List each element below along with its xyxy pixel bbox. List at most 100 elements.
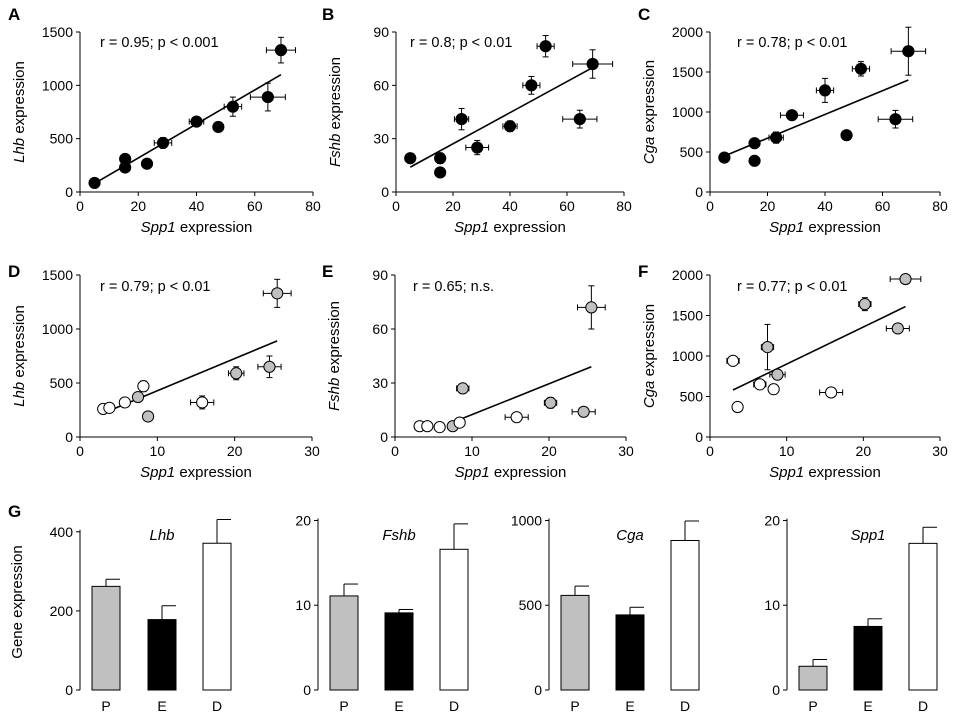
stat-annotation: r = 0.78; p < 0.01 — [737, 35, 847, 51]
bar-rect — [560, 594, 590, 691]
y-tick-label: 1500 — [42, 267, 73, 283]
data-point — [190, 395, 215, 410]
y-axis-label-suffix: expression — [641, 304, 658, 381]
panel-letter: B — [322, 5, 334, 24]
data-point — [434, 166, 447, 179]
bar-rect — [384, 612, 414, 691]
y-axis-label: Lhb expression — [11, 305, 28, 407]
x-axis-label-suffix: expression — [804, 219, 881, 236]
y-tick-label: 20 — [295, 512, 311, 528]
y-tick-label: 30 — [372, 375, 388, 391]
data-point — [731, 400, 744, 414]
y-axis-label-suffix: expression — [641, 60, 658, 137]
point-marker — [731, 400, 744, 414]
point-marker — [271, 287, 284, 300]
y-axis-label-suffix: expression — [11, 305, 28, 382]
category-label: E — [394, 698, 403, 714]
point-marker — [767, 383, 780, 396]
x-tick-label: 40 — [817, 198, 833, 214]
data-point — [889, 272, 922, 286]
point-marker — [510, 411, 523, 424]
y-tick-label: 20 — [764, 512, 780, 528]
point-marker — [718, 151, 731, 164]
x-axis-label: Spp1 expression — [455, 464, 567, 481]
regression-line — [409, 66, 594, 168]
data-point — [815, 77, 835, 103]
point-marker — [854, 62, 868, 75]
data-point — [131, 390, 145, 404]
x-axis-label: Spp1 expression — [141, 219, 253, 236]
point-marker — [455, 113, 468, 126]
data-point — [748, 154, 761, 167]
x-axis-label: Spp1 expression — [769, 464, 881, 481]
panel-letter: D — [8, 262, 20, 281]
category-label: P — [570, 698, 579, 714]
y-tick-label: 10 — [295, 597, 311, 613]
category-label: P — [339, 698, 348, 714]
y-tick-label: 2000 — [672, 24, 703, 40]
x-tick-label: 0 — [392, 198, 400, 214]
stat-annotation: r = 0.65; n.s. — [413, 279, 494, 295]
x-tick-label: 30 — [618, 443, 634, 459]
y-tick-label: 1500 — [42, 24, 73, 40]
y-tick-label: 500 — [519, 597, 543, 613]
point-marker — [899, 272, 912, 286]
y-tick-label: 90 — [372, 267, 388, 283]
bar-e: E — [384, 608, 414, 714]
data-point — [858, 297, 872, 312]
y-axis-label-suffix: expression — [326, 301, 343, 378]
panel-letter: C — [638, 5, 650, 24]
bar-panel-lhb: 0 200 400 Lhb P E D — [50, 519, 232, 714]
bar-chart-title: Cga — [616, 527, 644, 544]
y-axis-label-suffix: expression — [11, 61, 28, 138]
bar-chart-title: Fshb — [382, 527, 415, 544]
data-point — [877, 109, 914, 129]
category-label: P — [101, 698, 110, 714]
bar-d: D — [439, 523, 469, 714]
point-marker — [456, 382, 469, 395]
data-point — [536, 35, 555, 58]
bar-rect — [91, 585, 121, 691]
data-point — [257, 355, 282, 379]
point-marker — [818, 84, 832, 97]
data-point — [118, 396, 131, 409]
y-tick-label: 1500 — [672, 64, 703, 80]
y-tick-label: 0 — [65, 184, 73, 200]
x-tick-label: 80 — [305, 198, 321, 214]
y-tick-label: 500 — [680, 144, 704, 160]
x-tick-label: 20 — [227, 443, 243, 459]
y-axis-label: Fshb expression — [327, 57, 344, 167]
y-tick-label: 500 — [680, 389, 704, 405]
data-point — [779, 109, 804, 122]
bar-rect — [853, 625, 883, 691]
data-point — [404, 152, 417, 165]
bar-rect — [670, 539, 700, 691]
data-point — [103, 401, 116, 414]
x-tick-label: 20 — [445, 198, 461, 214]
bar-panel-fshb: 0 10 20 Fshb P E D — [295, 512, 469, 714]
data-point — [249, 82, 286, 112]
y-tick-label: 0 — [303, 682, 311, 698]
data-point — [223, 96, 243, 117]
data-point — [137, 380, 150, 393]
point-marker — [753, 378, 766, 391]
data-point — [465, 139, 490, 156]
panel-letter: G — [8, 502, 21, 521]
bar-e: E — [853, 618, 883, 714]
y-axis-label: Gene expression — [9, 545, 26, 658]
category-label: E — [625, 698, 634, 714]
x-tick-label: 60 — [559, 198, 575, 214]
category-label: E — [863, 698, 872, 714]
point-marker — [577, 405, 590, 418]
data-point — [840, 129, 853, 142]
data-point — [433, 421, 446, 434]
y-tick-label: 60 — [373, 77, 389, 93]
y-axis-label-gene: Lhb — [11, 382, 28, 407]
point-marker — [140, 157, 154, 170]
data-point — [434, 152, 447, 165]
panel-letter: E — [322, 262, 333, 281]
x-tick-label: 40 — [502, 198, 518, 214]
x-axis-label-gene: Spp1 — [769, 219, 804, 236]
x-tick-label: 80 — [616, 198, 632, 214]
bar-p: P — [91, 578, 121, 714]
